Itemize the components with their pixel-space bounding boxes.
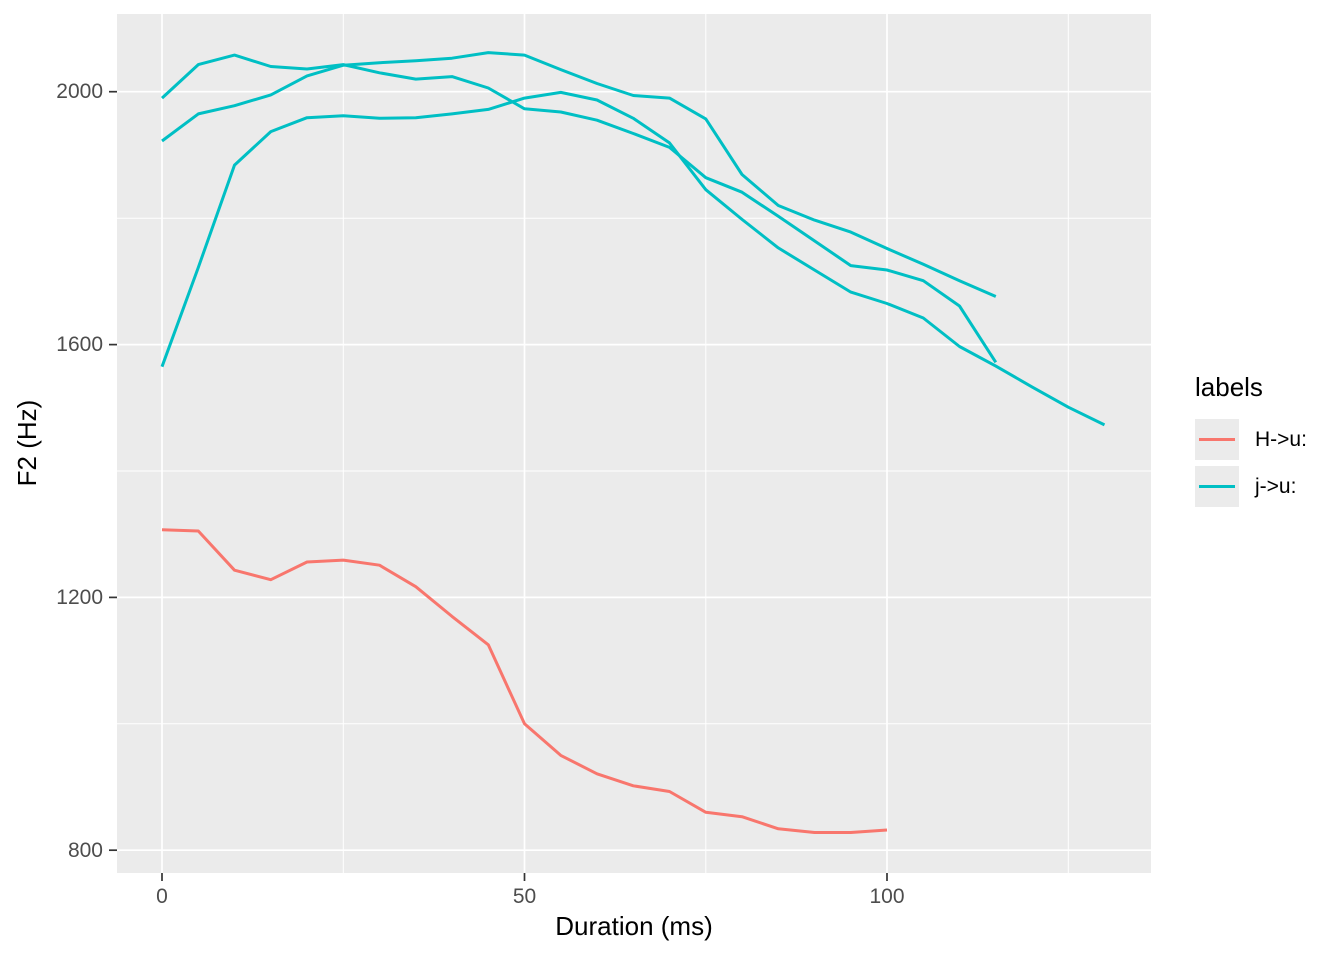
legend-label-h-u: H->u: xyxy=(1255,427,1307,451)
legend-entry-j-u: j->u: xyxy=(1195,466,1307,507)
legend-key-j-u xyxy=(1195,466,1239,507)
x-tick-label: 0 xyxy=(156,885,168,908)
legend: labels H->u: j->u: xyxy=(1195,372,1307,513)
y-axis-title: F2 (Hz) xyxy=(12,399,42,487)
legend-title: labels xyxy=(1195,372,1263,402)
y-tick-label: 800 xyxy=(67,838,103,862)
y-tick-label: 1200 xyxy=(56,585,103,609)
legend-entry-h-u: H->u: xyxy=(1195,419,1307,460)
legend-label-j-u: j->u: xyxy=(1255,474,1297,498)
legend-key-h-u xyxy=(1195,419,1239,460)
legend-key-line-icon xyxy=(1199,438,1235,441)
x-axis-title: Duration (ms) xyxy=(555,911,713,941)
y-tick-label: 2000 xyxy=(56,80,103,104)
legend-key-line-icon xyxy=(1199,485,1235,488)
x-tick-label: 50 xyxy=(512,885,537,908)
x-tick-label: 100 xyxy=(869,885,905,908)
y-tick-label: 1600 xyxy=(56,333,103,357)
